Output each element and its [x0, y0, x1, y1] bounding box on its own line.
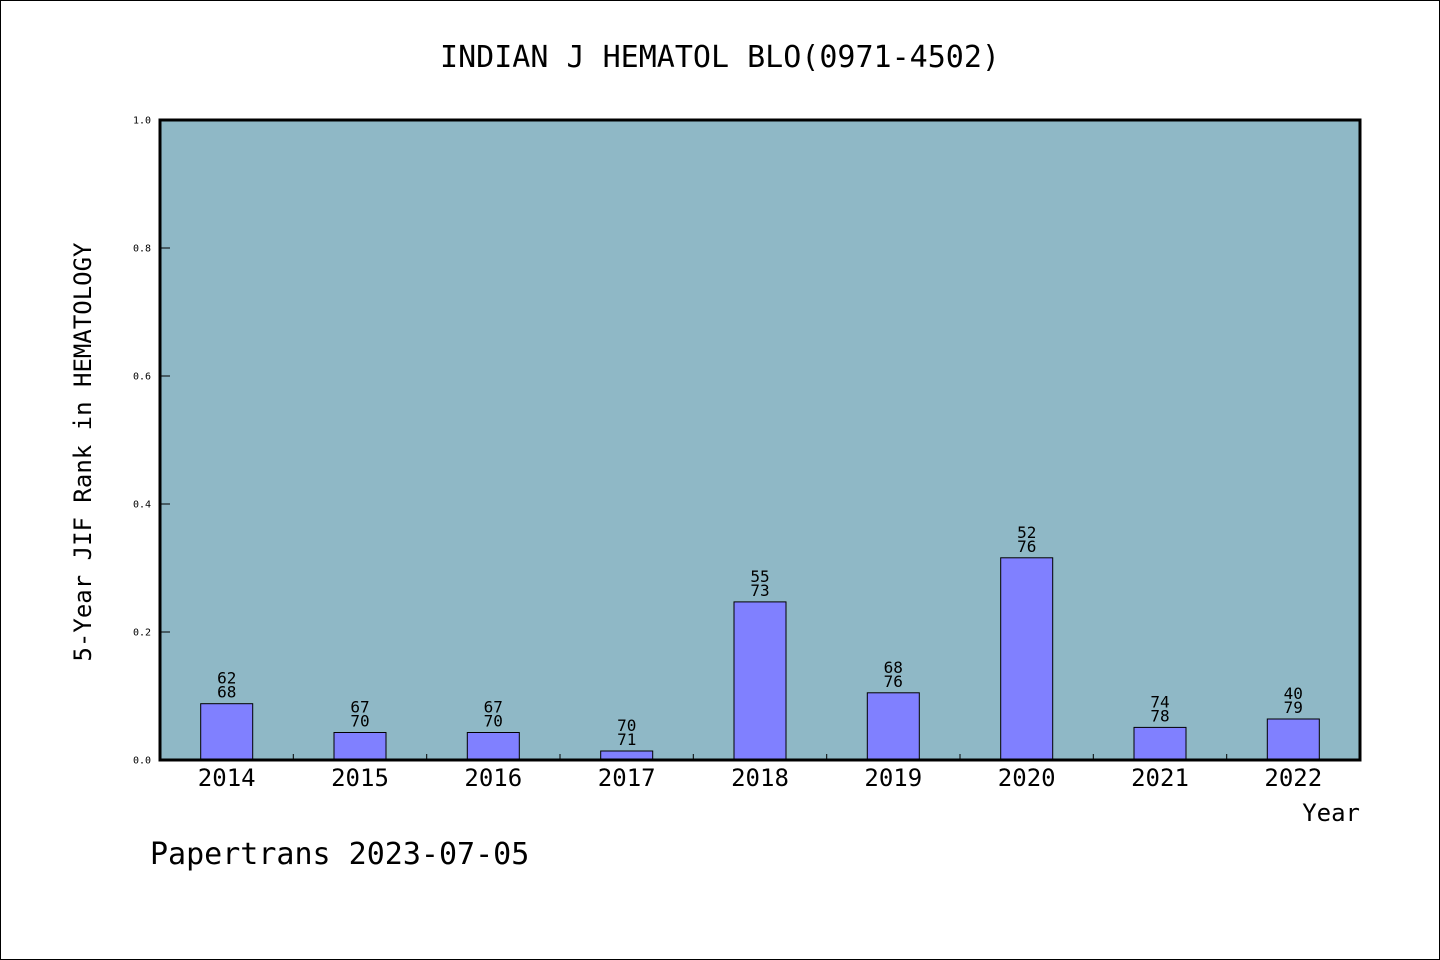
bar-label-top-2017: 70	[617, 716, 636, 735]
x-tick-label-2014: 2014	[198, 764, 256, 792]
x-axis-label: Year	[1302, 799, 1360, 827]
bar-label-top-2020: 52	[1017, 523, 1036, 542]
bar-2014	[200, 703, 254, 761]
x-axis: 2014 2015 2016 2017 2018 2019 2020 2021 2022	[198, 754, 1322, 792]
x-tick-label-2020: 2020	[998, 764, 1056, 792]
bar-label-bottom-2019: 76	[884, 672, 903, 691]
y-tick-label-0-8: 0.8	[133, 244, 151, 255]
x-tick-label-2022: 2022	[1264, 764, 1322, 792]
bar-label-top-2019: 68	[884, 658, 903, 677]
x-tick-label-2017: 2017	[598, 764, 656, 792]
y-axis-label: 5-Year JIF Rank in HEMATOLOGY	[69, 242, 97, 662]
bar-2015	[333, 732, 387, 761]
bar-2019	[866, 692, 920, 761]
x-tick-label-2015: 2015	[331, 764, 389, 792]
bar-2016	[466, 732, 520, 761]
x-tick-label-2018: 2018	[731, 764, 789, 792]
bar-label-bottom-2020: 76	[1017, 537, 1036, 556]
x-tick-label-2016: 2016	[464, 764, 522, 792]
bar-label-bottom-2015: 70	[350, 712, 369, 731]
y-tick-label-0-4: 0.4	[133, 500, 151, 511]
x-tick-label-2021: 2021	[1131, 764, 1189, 792]
bar-label-top-2015: 67	[350, 698, 369, 717]
plot-border	[158, 118, 1362, 762]
bar-label-top-2018: 55	[750, 567, 769, 586]
bar-2022	[1266, 718, 1320, 761]
y-tick-label-1-0: 1.0	[133, 116, 151, 127]
bar-label-bottom-2021: 78	[1150, 706, 1169, 725]
bar-series	[200, 557, 1320, 761]
bar-label-bottom-2017: 71	[617, 730, 636, 749]
bar-label-bottom-2016: 70	[484, 712, 503, 731]
bar-label-bottom-2022: 79	[1284, 698, 1303, 717]
x-tick-label-2019: 2019	[864, 764, 922, 792]
bar-label-top-2016: 67	[484, 698, 503, 717]
y-tick-label-0-0: 0.0	[133, 756, 151, 767]
bar-label-bottom-2014: 68	[217, 683, 236, 702]
bar-label-top-2021: 74	[1150, 692, 1169, 711]
bar-2018	[733, 601, 787, 761]
chart-title: INDIAN J HEMATOL BLO(0971-4502)	[440, 40, 1000, 75]
y-tick-label-0-6: 0.6	[133, 372, 151, 383]
bar-2020	[1000, 557, 1054, 761]
footer-credit: Papertrans 2023-07-05	[150, 837, 529, 872]
y-tick-label-0-2: 0.2	[133, 628, 151, 639]
bar-label-bottom-2018: 73	[750, 581, 769, 600]
bar-label-top-2014: 62	[217, 669, 236, 688]
bar-2021	[1133, 726, 1187, 761]
bar-label-top-2022: 40	[1284, 684, 1303, 703]
